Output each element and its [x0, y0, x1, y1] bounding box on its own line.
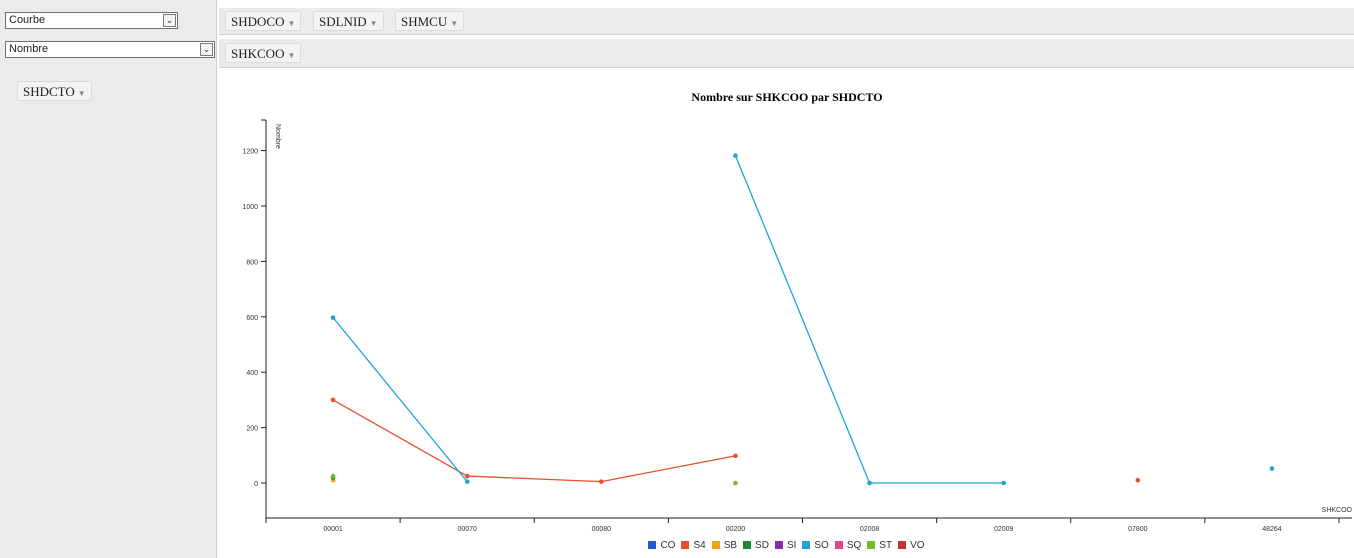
column-pill-shdoco[interactable]: SHDOCO ▼ — [225, 11, 302, 31]
y-axis-tick-label: 1000 — [242, 204, 258, 211]
legend-swatch — [898, 541, 907, 549]
x-axis-tick-label: 00080 — [592, 526, 612, 533]
data-point-s4 — [599, 479, 604, 484]
measure-select[interactable]: Nombre ⌄ — [5, 41, 215, 58]
legend-swatch — [802, 541, 811, 549]
x-axis-label: SHKCOO — [1322, 507, 1353, 514]
series-line-s4 — [467, 475, 602, 483]
y-axis-tick-label: 1200 — [242, 149, 258, 156]
legend-label: SI — [786, 540, 797, 551]
chart-type-select-value: Courbe — [9, 14, 46, 26]
chart-legend: CO S4 SB SD SI SO SQ ST VO — [219, 538, 1354, 554]
x-axis-tick-label: 02008 — [860, 526, 880, 533]
y-axis-tick-label: 0 — [254, 481, 258, 488]
legend-swatch — [834, 541, 843, 549]
data-point-st — [733, 480, 738, 486]
x-field-pill[interactable]: SHKCOO ▼ — [225, 43, 302, 63]
y-axis-tick-label: 600 — [246, 315, 258, 322]
column-pill-label: SDLNID — [319, 14, 367, 29]
x-axis-tick-label: 02009 — [994, 526, 1014, 533]
chart-type-select[interactable]: Courbe ⌄ — [5, 12, 178, 29]
legend-item-vo[interactable]: VO — [898, 538, 925, 554]
column-pill-label: SHDOCO — [231, 14, 285, 29]
chart-points — [330, 153, 1275, 486]
legend-label: SQ — [846, 540, 862, 551]
legend-swatch — [774, 541, 783, 549]
caret-down-icon: ▼ — [287, 19, 296, 28]
legend-item-st[interactable]: ST — [867, 538, 892, 554]
legend-swatch — [743, 541, 752, 549]
legend-item-s4[interactable]: S4 — [681, 538, 706, 554]
legend-item-sb[interactable]: SB — [711, 538, 738, 554]
caret-down-icon: ▼ — [450, 19, 459, 28]
data-point-so — [1269, 466, 1275, 471]
y-axis-tick-label: 400 — [246, 370, 258, 377]
data-point-so — [867, 480, 872, 486]
legend-item-co[interactable]: CO — [648, 538, 675, 554]
chart-title: Nombre sur SHKCOO par SHDCTO — [691, 90, 882, 104]
y-axis-tick-label: 800 — [246, 259, 258, 266]
series-line-so — [332, 317, 468, 483]
series-line-s4 — [332, 399, 468, 477]
legend-item-sq[interactable]: SQ — [834, 538, 862, 554]
legend-swatch — [711, 541, 720, 549]
y-axis-label: Nombre — [274, 124, 281, 149]
legend-label: SO — [814, 540, 829, 551]
data-point-s4 — [733, 453, 738, 459]
column-pill-label: SHMCU — [401, 14, 448, 29]
legend-item-so[interactable]: SO — [802, 538, 829, 554]
data-point-so — [330, 315, 336, 320]
series-line-s4 — [601, 455, 736, 483]
x-axis-tick-label: 00001 — [323, 526, 343, 533]
data-point-so — [1001, 480, 1006, 486]
x-axis-tick-label: 07800 — [1128, 526, 1148, 533]
legend-label: CO — [660, 540, 676, 551]
chart-axes: 0 200 400 600 800 1000 1200 Nombre 00001 00070 000… — [242, 119, 1353, 533]
x-axis-tick-label: 00200 — [726, 526, 746, 533]
series-line-so — [734, 155, 871, 484]
line-chart: Nombre sur SHKCOO par SHDCTO 0 200 400 600 8… — [242, 90, 1353, 533]
data-point-s4 — [330, 397, 336, 403]
x-axis-tick-label: 48264 — [1262, 526, 1282, 533]
legend-swatch — [867, 541, 876, 549]
legend-item-sd[interactable]: SD — [743, 538, 769, 554]
series-field-pill[interactable]: SHDCTO ▼ — [17, 81, 92, 101]
x-axis-tick-label: 00070 — [457, 526, 477, 533]
data-point-so — [464, 479, 470, 484]
column-pill-sdlnid[interactable]: SDLNID ▼ — [313, 11, 384, 31]
chart-lines — [332, 155, 1004, 484]
legend-label: VO — [910, 540, 925, 551]
chevron-down-icon: ⌄ — [200, 43, 213, 56]
data-point-st — [330, 473, 336, 479]
caret-down-icon: ▼ — [369, 19, 378, 28]
legend-swatch — [681, 541, 690, 549]
legend-label: SB — [723, 540, 738, 551]
data-point-so — [733, 153, 738, 158]
x-field-label: SHKCOO — [231, 46, 285, 61]
caret-down-icon: ▼ — [77, 89, 86, 98]
legend-item-si[interactable]: SI — [774, 538, 797, 554]
data-point-s4 — [464, 473, 470, 479]
legend-label: SD — [755, 540, 769, 551]
column-pill-shmcu[interactable]: SHMCU ▼ — [395, 11, 465, 31]
caret-down-icon: ▼ — [287, 51, 296, 60]
legend-label: S4 — [693, 540, 706, 551]
y-axis-tick-label: 200 — [246, 426, 258, 433]
legend-swatch — [648, 541, 657, 549]
rows-bar: SHKCOO ▼ — [219, 39, 1354, 68]
data-point-s4 — [1135, 477, 1141, 483]
legend-label: ST — [879, 540, 893, 551]
chevron-down-icon: ⌄ — [163, 14, 176, 27]
series-field-label: SHDCTO — [23, 84, 75, 99]
measure-select-value: Nombre — [9, 43, 49, 55]
columns-bar: SHDOCO ▼ SDLNID ▼ SHMCU ▼ — [219, 8, 1354, 35]
